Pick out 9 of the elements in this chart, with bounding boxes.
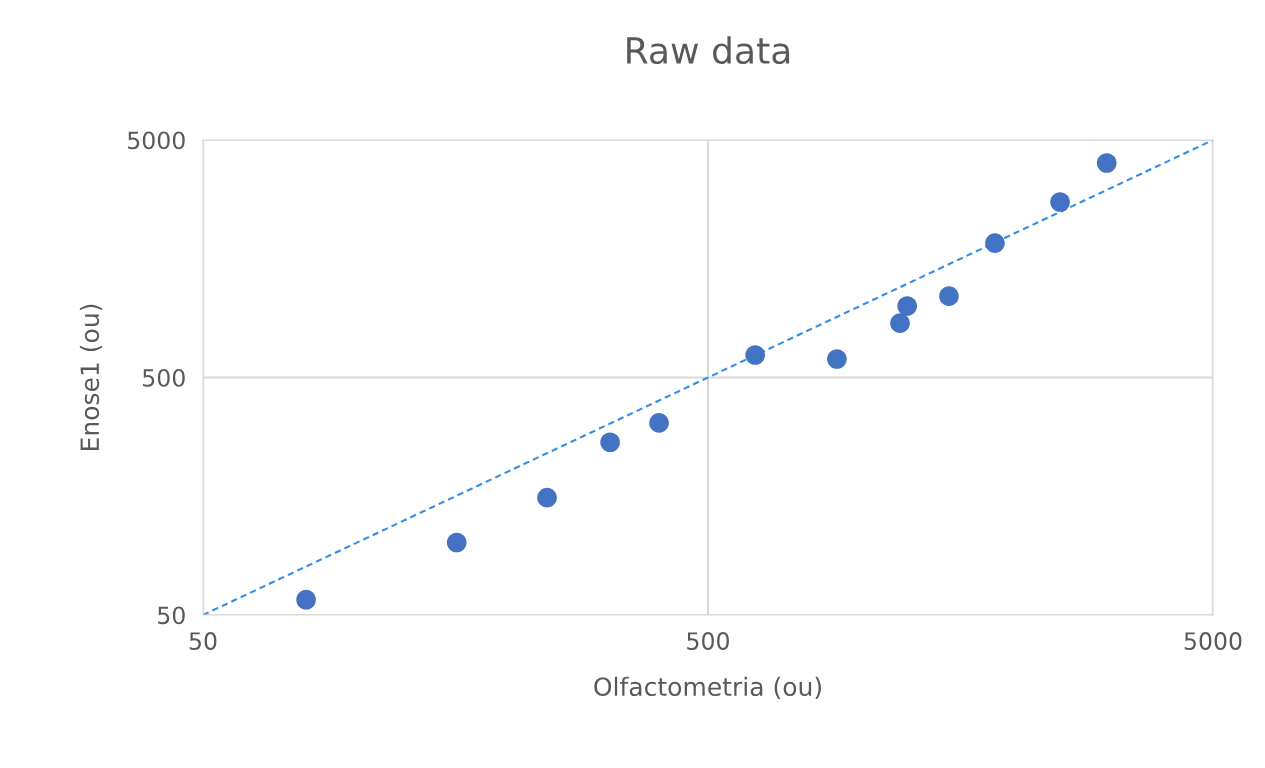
x-axis-title: Olfactometria (ou) [594, 676, 821, 700]
x-tick-label: 5000 [1184, 632, 1242, 650]
x-tick-label: 50 [189, 632, 217, 650]
y-axis-title: Enose1 (ou) [79, 304, 103, 450]
y-tick-label: 5000 [128, 131, 185, 150]
y-tick-label: 500 [143, 368, 185, 387]
y-tick-label: 50 [158, 606, 185, 625]
chart-title: Raw data [627, 36, 790, 65]
x-tick-label: 500 [687, 632, 729, 650]
